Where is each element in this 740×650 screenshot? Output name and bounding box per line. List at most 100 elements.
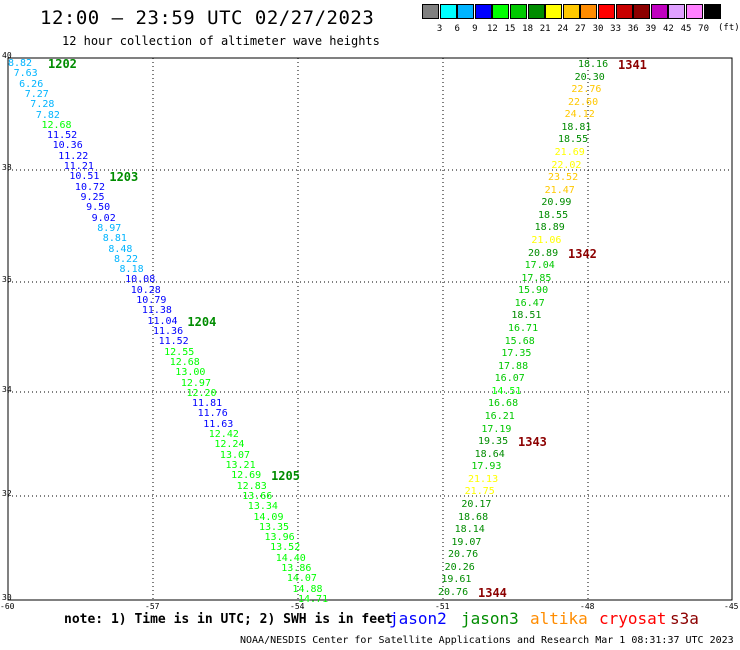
y-tick-label: 36 <box>2 275 12 284</box>
wave-height-value: 17.04 <box>524 260 555 272</box>
wave-height-value: 10.72 <box>74 181 106 193</box>
wave-height-value: 12.69 <box>231 470 262 482</box>
x-tick-label: -57 <box>145 602 160 611</box>
legend-label: 27 <box>574 24 586 34</box>
wave-height-value: 13.34 <box>247 501 278 513</box>
x-tick-label: -48 <box>580 602 595 611</box>
wave-height-value: 21.47 <box>544 184 575 196</box>
legend-label: 33 <box>610 24 622 34</box>
wave-height-value: 10.36 <box>52 140 83 152</box>
wave-height-value: 11.04 <box>147 315 178 327</box>
legend-label: 21 <box>539 24 551 34</box>
wave-height-value: 21.06 <box>531 235 562 246</box>
wave-height-value: 17.19 <box>481 423 512 435</box>
wave-height-value: 8.48 <box>108 243 133 255</box>
wave-height-value: 8.81 <box>102 233 127 245</box>
wave-height-value: 7.63 <box>13 68 38 80</box>
legend-label: 30 <box>592 24 604 34</box>
wave-height-value: 14.40 <box>275 552 306 564</box>
legend-swatch <box>686 4 703 19</box>
wave-height-value: 15.90 <box>518 285 549 297</box>
wave-height-value: 16.68 <box>488 398 519 410</box>
wave-height-value: 7.27 <box>24 88 49 100</box>
legend-swatch <box>474 4 492 19</box>
legend-swatch <box>422 4 439 19</box>
wave-height-value: 9.25 <box>80 192 105 203</box>
pass-time-label: 1343 <box>518 435 547 450</box>
wave-height-value: 13.07 <box>219 449 251 461</box>
wave-height-value: 15.68 <box>504 335 535 347</box>
legend-swatch <box>510 4 527 19</box>
wave-height-value: 13.00 <box>175 367 206 379</box>
wave-height-value: 12.68 <box>169 356 200 368</box>
pass-time-label: 1342 <box>568 246 597 261</box>
wave-height-value: 7.28 <box>30 99 55 111</box>
legend-label: 36 <box>627 24 639 34</box>
legend-swatch <box>562 4 580 19</box>
wave-height-value: 10.28 <box>130 284 161 296</box>
wave-height-value: 18.64 <box>474 448 505 460</box>
wave-height-value: 13.96 <box>264 532 295 544</box>
wave-height-value: 13.86 <box>281 563 312 575</box>
legend-label: 42 <box>662 24 674 34</box>
satellite-label: jason3 <box>461 609 519 628</box>
wave-height-value: 22.76 <box>571 84 602 96</box>
wave-height-value: 20.26 <box>444 561 475 573</box>
wave-height-value: 18.51 <box>511 310 542 322</box>
wave-height-value: 17.93 <box>471 461 502 473</box>
x-tick-label: -54 <box>290 602 305 611</box>
wave-height-value: 20.17 <box>461 499 492 510</box>
wave-height-value: 18.16 <box>578 59 609 70</box>
wave-height-value: 12.20 <box>186 387 217 399</box>
satellite-label: jason2 <box>389 609 447 628</box>
legend-swatch <box>703 4 721 19</box>
wave-height-value: 12.42 <box>208 429 239 441</box>
legend-swatch <box>580 4 598 19</box>
legend-swatch <box>457 4 475 19</box>
wave-height-value: 19.07 <box>451 536 482 548</box>
wave-height-value: 17.35 <box>501 348 532 360</box>
wave-height-value: 14.07 <box>286 573 317 585</box>
grid-lines <box>8 58 732 600</box>
legend-label: 6 <box>454 24 460 34</box>
legend-unit: (ft) <box>718 23 740 33</box>
pass-time-label: 1344 <box>478 586 507 600</box>
legend-label: 24 <box>557 24 569 34</box>
wave-height-value: 23.52 <box>548 172 579 184</box>
wave-height-value: 11.21 <box>63 161 94 173</box>
x-tick-label: -60 <box>0 602 15 611</box>
pass-time-label: 1341 <box>618 58 647 72</box>
satellite-label: s3a <box>670 609 699 628</box>
wave-height-value: 17.88 <box>498 360 529 372</box>
legend-label: 45 <box>680 24 692 34</box>
legend-swatch <box>668 4 686 19</box>
pass-time-label: 1205 <box>271 469 300 484</box>
wave-height-value: 19.35 <box>478 436 509 448</box>
wave-height-value: 21.13 <box>468 473 499 485</box>
wave-height-value: 20.76 <box>448 549 479 561</box>
wave-height-value: 12.97 <box>180 377 211 389</box>
wave-height-value: 13.66 <box>242 490 273 502</box>
pass-time-label: 1203 <box>109 170 139 185</box>
legend-swatch <box>615 4 633 19</box>
wave-height-value: 21.75 <box>464 486 495 498</box>
legend-swatch <box>439 4 457 19</box>
wave-height-value: 18.14 <box>454 524 485 536</box>
wave-height-value: 22.60 <box>568 96 599 108</box>
y-tick-label: 34 <box>2 385 12 394</box>
legend-swatch <box>492 4 510 19</box>
y-tick-label: 40 <box>2 51 12 60</box>
wave-height-value: 20.76 <box>438 587 469 598</box>
wave-height-value: 9.02 <box>91 212 116 224</box>
wave-height-value: 11.52 <box>47 130 78 142</box>
wave-height-value: 16.21 <box>484 411 515 422</box>
satellite-label: altika <box>530 609 588 628</box>
legend-label: 39 <box>645 24 657 34</box>
wave-height-value: 11.52 <box>158 336 189 348</box>
wave-height-value: 8.97 <box>97 222 122 234</box>
x-tick-label: -45 <box>724 602 739 611</box>
legend-swatch <box>633 4 651 19</box>
legend-swatch <box>598 4 615 19</box>
wave-height-value: 12.24 <box>214 439 245 451</box>
